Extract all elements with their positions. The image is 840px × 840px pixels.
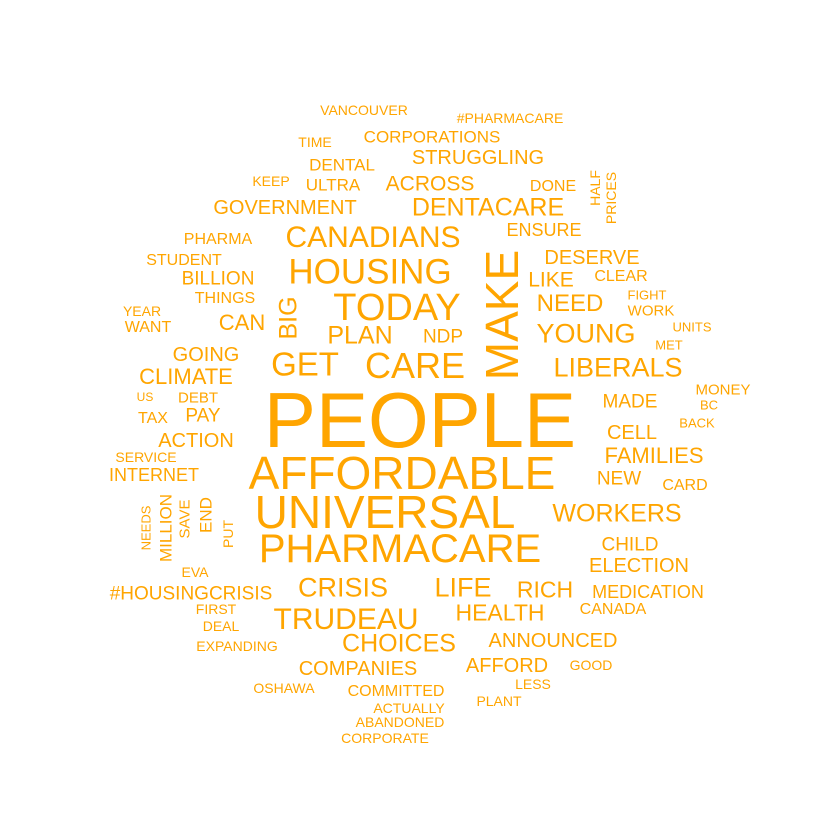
word-companies: COMPANIES (298, 658, 418, 680)
word-good: GOOD (569, 657, 613, 673)
word-card: CARD (662, 477, 708, 494)
word-canada: CANADA (579, 601, 647, 618)
word-pay: PAY (185, 405, 221, 427)
word-million: MILLION (156, 493, 176, 563)
word-trudeau: TRUDEAU (273, 603, 419, 636)
word-dental: DENTAL (309, 155, 375, 175)
word-affordable: AFFORDABLE (248, 447, 556, 499)
word-government: GOVERNMENT (213, 197, 357, 219)
word-bc: BC (699, 397, 719, 413)
word-debt: DEBT (177, 389, 219, 407)
word-year: YEAR (122, 303, 162, 319)
word-less: LESS (515, 676, 551, 692)
word-life: LIFE (434, 572, 492, 603)
word-young: YOUNG (536, 318, 636, 349)
word-student: STUDENT (146, 252, 222, 269)
word-fight: FIGHT (627, 287, 667, 303)
word-struggling: STRUGGLING (411, 147, 545, 169)
word-met: MET (655, 337, 683, 353)
word-put: PUT (220, 520, 236, 548)
word-prices: PRICES (603, 171, 619, 225)
word-today: TODAY (333, 287, 461, 329)
word-new: NEW (596, 468, 642, 490)
word-can: CAN (218, 310, 266, 335)
word-election: ELECTION (588, 555, 690, 577)
word-keep: KEEP (252, 173, 290, 189)
word-pharmacare: PHARMACARE (258, 527, 542, 571)
word-corporations: CORPORATIONS (363, 127, 501, 147)
word-actually: ACTUALLY (373, 700, 445, 716)
word-choices: CHOICES (342, 629, 456, 658)
word-time: TIME (298, 134, 332, 150)
word-back: BACK (679, 415, 715, 431)
word-pharmacare: #PHARMACARE (456, 110, 564, 126)
word-committed: COMMITTED (347, 683, 445, 700)
word-eva: EVA (181, 564, 209, 580)
word-like: LIKE (528, 268, 574, 292)
word-big: BIG (274, 296, 303, 340)
word-ultra: ULTRA (305, 175, 361, 195)
word-child: CHILD (601, 534, 659, 556)
word-care: CARE (364, 345, 466, 386)
word-save: SAVE (176, 499, 194, 539)
word-expanding: EXPANDING (196, 638, 278, 654)
word-clear: CLEAR (594, 268, 648, 285)
word-health: HEALTH (455, 599, 545, 626)
word-things: THINGS (194, 290, 256, 307)
word-rich: RICH (516, 576, 574, 603)
word-plan: PLAN (327, 321, 393, 350)
word-climate: CLIMATE (139, 364, 233, 389)
word-service: SERVICE (115, 449, 177, 465)
word-work: WORK (627, 302, 675, 320)
word-get: GET (271, 345, 339, 383)
word-us: US (136, 390, 154, 404)
word-canadians: CANADIANS (285, 221, 461, 254)
word-medication: MEDICATION (592, 582, 704, 602)
word-units: UNITS (672, 319, 712, 335)
word-people: PEOPLE (263, 376, 577, 464)
word-cell: CELL (606, 422, 658, 444)
word-dentacare: DENTACARE (411, 193, 565, 222)
word-workers: WORKERS (552, 499, 682, 528)
word-billion: BILLION (181, 268, 255, 290)
word-abandoned: ABANDONED (355, 714, 445, 730)
word-needs: NEEDS (138, 505, 154, 551)
word-action: ACTION (158, 430, 234, 452)
word-first: FIRST (195, 601, 237, 617)
word-liberals: LIBERALS (553, 352, 683, 383)
word-announced: ANNOUNCED (488, 630, 618, 652)
word-deserve: DESERVE (544, 247, 640, 269)
word-make: MAKE (476, 249, 528, 381)
word-done: DONE (529, 178, 577, 195)
word-pharma: PHARMA (183, 231, 253, 248)
word-going: GOING (172, 344, 240, 366)
word-internet: INTERNET (109, 465, 199, 485)
word-families: FAMILIES (604, 443, 704, 468)
word-afford: AFFORD (465, 655, 549, 677)
word-universal: UNIVERSAL (254, 486, 516, 538)
word-vancouver: VANCOUVER (320, 102, 408, 118)
word-end: END (196, 497, 216, 533)
word-housingcrisis: #HOUSINGCRISIS (109, 583, 273, 605)
word-made: MADE (602, 391, 658, 413)
word-tax: TAX (138, 410, 168, 427)
word-money: MONEY (695, 381, 751, 399)
word-plant: PLANT (476, 693, 522, 709)
word-ndp: NDP (422, 326, 464, 348)
word-oshawa: OSHAWA (253, 680, 315, 696)
word-need: NEED (536, 290, 604, 317)
word-corporate: CORPORATE (341, 730, 429, 746)
word-deal: DEAL (202, 618, 240, 634)
word-housing: HOUSING (288, 252, 452, 292)
word-ensure: ENSURE (506, 220, 582, 240)
word-across: ACROSS (385, 172, 475, 196)
word-want: WANT (124, 319, 172, 336)
word-half: HALF (587, 170, 603, 206)
word-crisis: CRISIS (297, 572, 389, 603)
